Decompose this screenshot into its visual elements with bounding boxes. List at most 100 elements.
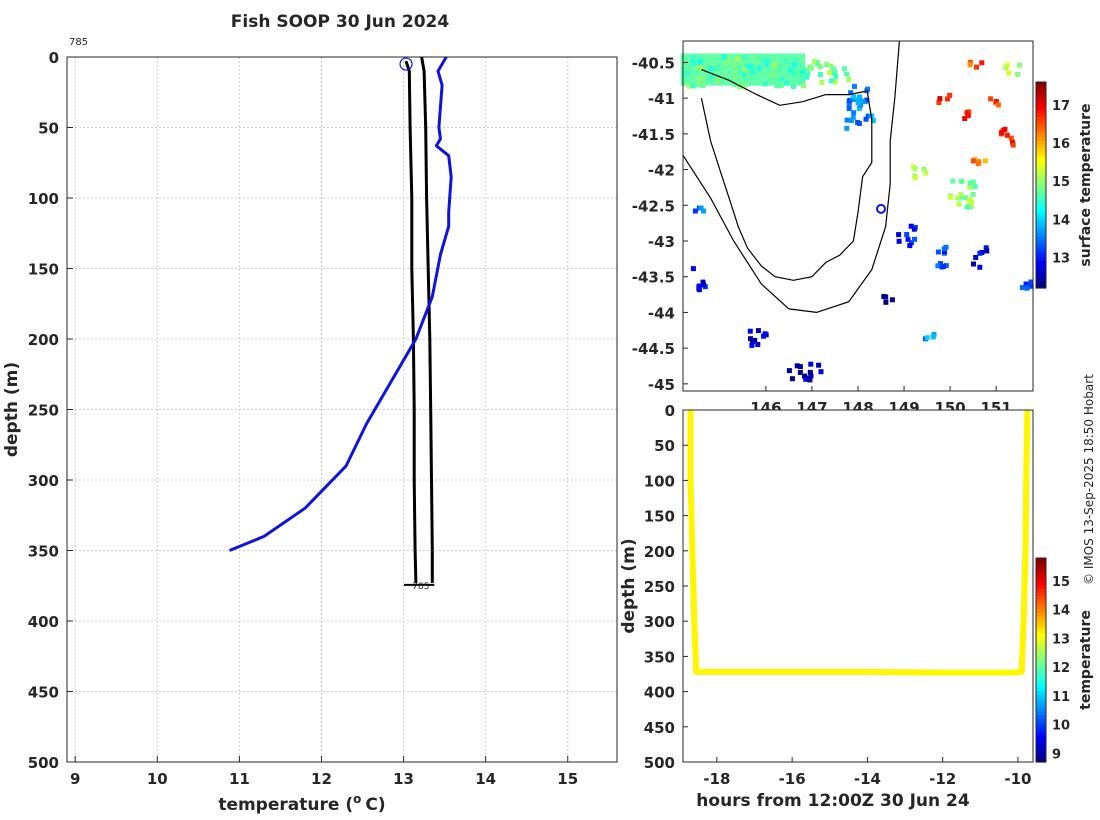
sst-pixel [848, 118, 854, 123]
colorbar-segment [1036, 174, 1046, 179]
colorbar-segment [1036, 130, 1046, 135]
y-tick-label: 0 [49, 49, 59, 67]
colorbar-segment [1036, 609, 1046, 613]
colorbar-segment [1036, 571, 1046, 576]
colorbar-segment [1036, 721, 1046, 726]
sst-pixel [971, 261, 976, 267]
y-tick-label: 450 [644, 719, 675, 737]
colorbar-segment [1036, 578, 1046, 583]
colorbar-segment [1036, 707, 1046, 712]
copyright-credit: © IMOS 13-Sep-2025 18:50 Hobart [1082, 374, 1096, 585]
sst-pixel [681, 65, 687, 71]
sst-pixel [970, 158, 976, 164]
x-axis-label-unit: C) [365, 795, 385, 815]
y-axis-label: depth (m) [619, 538, 639, 633]
sst-pixel [844, 125, 850, 131]
colorbar-segment [1036, 615, 1046, 620]
sst-pixel [807, 369, 813, 375]
y-tick-label: 400 [644, 684, 675, 702]
sst-pixel [955, 195, 961, 201]
sst-pixel [789, 376, 795, 382]
sst-pixel [690, 83, 696, 89]
x-tick-label: -14 [854, 770, 881, 788]
sst-pixel [965, 113, 971, 119]
colorbar-segment [1036, 191, 1046, 196]
colorbar-segment [1036, 653, 1046, 658]
colorbar-segment [1036, 236, 1046, 241]
sst-pixel [963, 195, 969, 201]
colorbar-segment [1036, 612, 1046, 617]
sst-pixel [801, 83, 807, 89]
colorbar-segment [1036, 126, 1046, 131]
sst-pixel [803, 74, 809, 80]
y-tick-label: 0 [665, 402, 675, 420]
sst-pixel [956, 201, 962, 207]
x-tick-label: 11 [229, 770, 250, 788]
sst-pixel [1004, 132, 1010, 138]
sst-pixel [967, 184, 973, 190]
y-tick-label: 50 [38, 120, 59, 138]
sst-pixel [692, 208, 698, 214]
sst-pixel [857, 94, 862, 100]
sst-pixel [807, 64, 813, 70]
colorbar-segment [1036, 154, 1046, 159]
sst-pixel [865, 113, 871, 119]
colorbar-segment [1036, 136, 1046, 141]
colorbar-segment [1036, 284, 1046, 289]
sst-pixel [974, 64, 979, 70]
sst-pixel [896, 238, 902, 244]
sst-pixel [865, 86, 871, 92]
sst-pixel [832, 69, 838, 75]
map-y-tick-label: -43.5 [632, 269, 675, 287]
colorbar-segment [1036, 277, 1046, 282]
colorbar-segment [1036, 219, 1046, 224]
sst-pixel [850, 96, 856, 102]
colorbar-segment [1036, 243, 1046, 248]
y-tick-label: 500 [644, 754, 675, 772]
colorbar-tick-label: 13 [1052, 251, 1070, 266]
sst-pixel [921, 166, 927, 172]
colorbar-segment [1036, 751, 1046, 756]
sst-pixel [749, 342, 755, 348]
colorbar-segment [1036, 281, 1046, 286]
sst-pixel [924, 335, 930, 341]
sst-pixel [889, 297, 895, 303]
y-tick-label: 300 [28, 472, 59, 490]
sst-pixel [699, 76, 705, 82]
sst-pixel [923, 170, 929, 176]
sst-pixel [968, 199, 974, 205]
colorbar-segment [1036, 229, 1046, 234]
colorbar-segment [1036, 143, 1046, 148]
x-tick-label: 9 [70, 770, 80, 788]
colorbar-segment [1036, 253, 1046, 258]
colorbar-segment [1036, 629, 1046, 634]
sst-pixel [691, 55, 696, 61]
sst-pixel [912, 236, 917, 242]
colorbar-segment [1036, 605, 1046, 610]
sst-pixel [995, 102, 1001, 108]
sst-pixel [1008, 135, 1014, 141]
colorbar-segment [1036, 581, 1046, 586]
sst-pixel [846, 77, 852, 82]
sst-pixel [774, 78, 779, 84]
sst-pixel [755, 328, 761, 334]
map-y-tick-label: -41 [648, 90, 675, 108]
sst-pixel [698, 205, 704, 211]
colorbar-segment [1036, 164, 1046, 169]
sst-pixel [755, 342, 761, 347]
map-y-tick-label: -44.5 [632, 340, 675, 358]
map-y-tick-label: -44 [648, 304, 675, 322]
sst-pixel [905, 236, 911, 242]
x-tick-label: 14 [475, 770, 496, 788]
sst-pixel [715, 64, 720, 70]
sst-pixel [937, 96, 943, 102]
sst-pixel [684, 70, 690, 76]
sst-pixel [962, 116, 968, 121]
colorbar-segment [1036, 112, 1046, 117]
colorbar-segment [1036, 738, 1046, 743]
map-y-tick-label: -45 [648, 376, 675, 394]
x-axis-label: temperature (o C) [218, 792, 385, 815]
colorbar-segment [1036, 106, 1046, 110]
sst-pixel [999, 129, 1005, 135]
colorbar-segment [1036, 622, 1046, 627]
